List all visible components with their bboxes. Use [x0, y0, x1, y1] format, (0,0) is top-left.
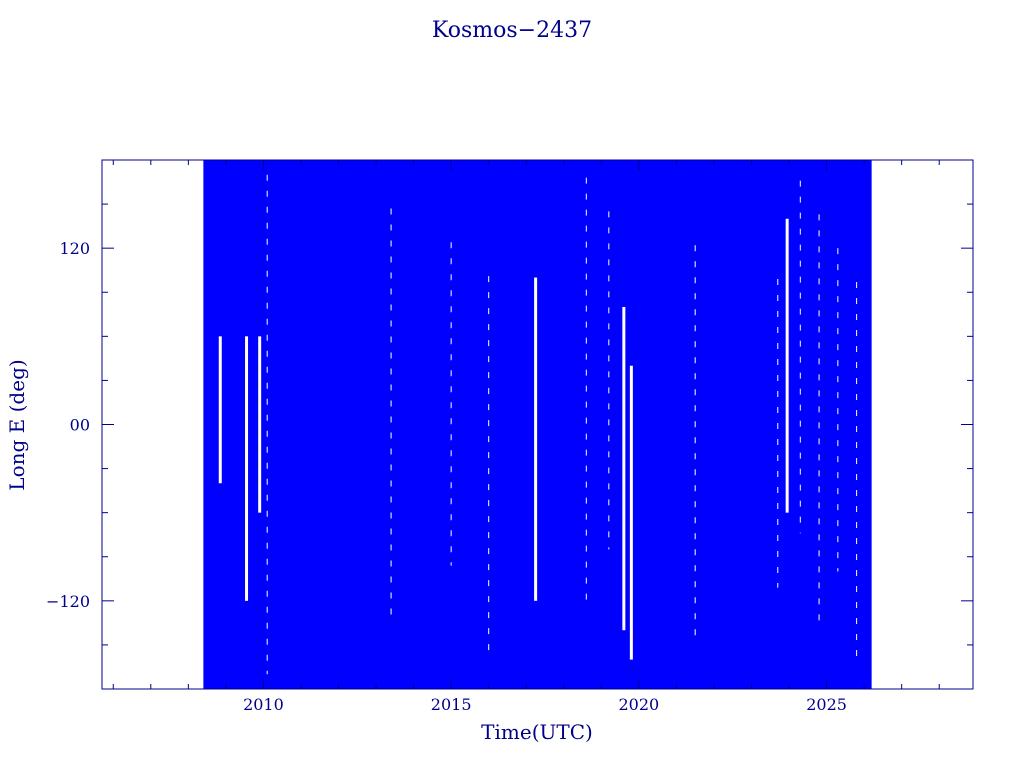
trace-gap: [258, 336, 262, 513]
trace-gap: [629, 365, 633, 660]
chart-title: Kosmos−2437: [432, 18, 592, 43]
x-tick-label: 2020: [619, 695, 660, 714]
x-tick-label: 2025: [806, 695, 847, 714]
y-axis: −120 00 120: [46, 159, 973, 690]
trace-gap: [534, 277, 538, 601]
trace-gap: [245, 336, 249, 601]
x-tick-label: 2010: [243, 695, 284, 714]
x-axis: 2010 2015 2020 2025: [112, 160, 940, 714]
y-tick-label: −120: [46, 592, 90, 611]
y-tick-label: 00: [70, 416, 90, 435]
trace-gap: [785, 218, 789, 513]
trace-gap: [622, 306, 626, 631]
plot-area: [203, 160, 872, 689]
x-axis-label: Time(UTC): [481, 720, 593, 744]
y-tick-label: 120: [59, 239, 90, 258]
trace-gap: [218, 336, 222, 484]
longitude-trace: [203, 160, 872, 689]
y-axis-label: Long E (deg): [5, 359, 29, 490]
x-tick-label: 2015: [431, 695, 472, 714]
